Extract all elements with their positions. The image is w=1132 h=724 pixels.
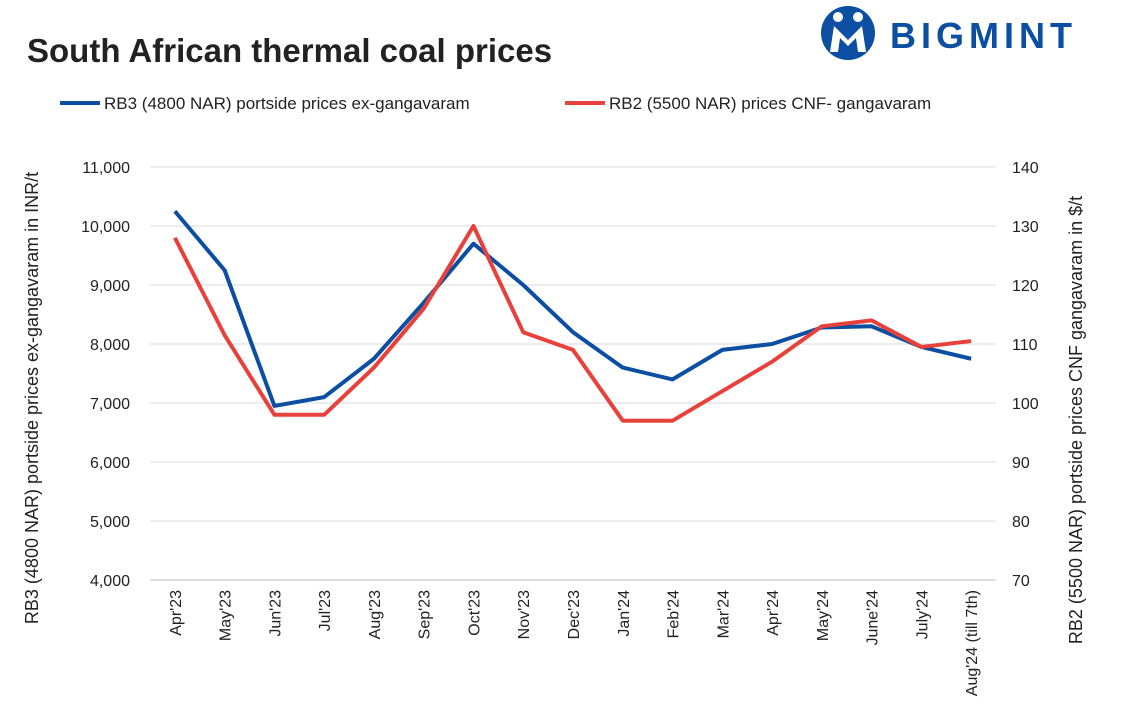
x-tick-label: Jan'24 (616, 590, 633, 637)
x-tick-label: Jul'23 (317, 590, 334, 631)
x-tick-label: Jun'23 (267, 590, 284, 637)
chart-title: South African thermal coal prices (27, 32, 552, 69)
y-tick-label: 10,000 (81, 219, 130, 236)
series-line (173, 209, 972, 408)
y-tick-label: 9,000 (90, 278, 130, 295)
y-tick-label: 8,000 (90, 337, 130, 354)
x-tick-label: Sep'23 (417, 590, 434, 639)
series-line (173, 224, 972, 423)
logo: BIGMINT (821, 6, 1077, 60)
brand: BIGMINT (890, 15, 1077, 56)
y2-tick-label: 80 (1012, 514, 1030, 531)
x-tick-label: Mar'24 (715, 590, 732, 639)
x-tick-label: Feb'24 (666, 590, 683, 639)
x-tick-label: June'24 (865, 590, 882, 646)
x-tick-label: Nov'23 (516, 590, 533, 639)
y-tick-label: 11,000 (82, 160, 130, 177)
y2-tick-label: 120 (1012, 278, 1039, 295)
x-tick-label: Aug'23 (367, 590, 384, 639)
y2-tick-label: 90 (1012, 455, 1030, 472)
y2-tick-label: 110 (1012, 337, 1038, 354)
y-tick-label: 7,000 (90, 396, 130, 413)
legend-label: RB3 (4800 NAR) portside prices ex-gangav… (104, 94, 470, 113)
y-tick-label: 6,000 (90, 455, 130, 472)
x-tick-label: Apr'23 (168, 590, 185, 636)
x-tick-label: Aug'24 (till 7th) (964, 590, 981, 696)
legend-label: RB2 (5500 NAR) prices CNF- gangavaram (609, 94, 931, 113)
y2-tick-label: 70 (1012, 573, 1030, 590)
x-tick-label: Apr'24 (765, 590, 782, 636)
x-tick-label: Dec'23 (566, 590, 583, 639)
y2-axis-label: RB2 (5500 NAR) portside prices CNF ganga… (1066, 196, 1086, 644)
y2-tick-label: 140 (1012, 160, 1039, 177)
y2-tick-label: 130 (1012, 219, 1039, 236)
y-tick-label: 4,000 (90, 573, 130, 590)
x-tick-label: July'24 (914, 590, 931, 639)
x-tick-label: May'23 (218, 590, 235, 641)
y2-tick-label: 100 (1012, 396, 1039, 413)
x-tick-label: May'24 (815, 590, 832, 641)
x-tick-label: Oct'23 (466, 590, 483, 636)
y-tick-label: 5,000 (90, 514, 130, 531)
y-axis-label: RB3 (4800 NAR) portside prices ex-gangav… (22, 172, 42, 624)
